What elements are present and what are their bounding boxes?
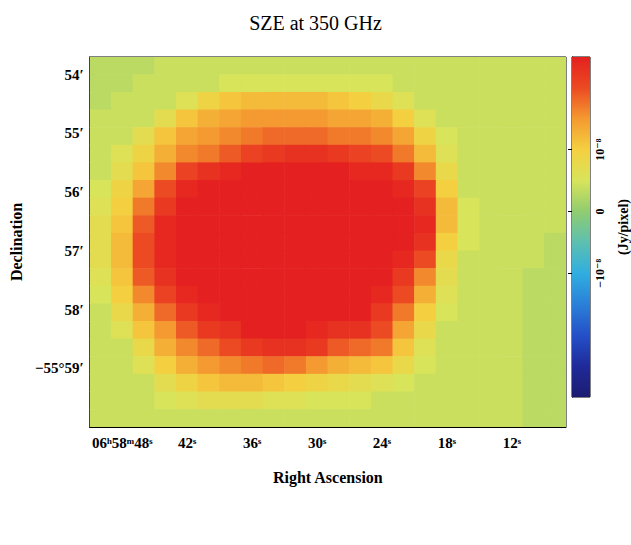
svg-text:Right Ascension: Right Ascension xyxy=(273,469,383,487)
svg-text:18ˢ: 18ˢ xyxy=(438,435,457,451)
svg-text:SZE at 350 GHz: SZE at 350 GHz xyxy=(249,12,382,34)
svg-text:Declination: Declination xyxy=(8,203,25,281)
svg-text:24ˢ: 24ˢ xyxy=(373,435,392,451)
svg-text:0: 0 xyxy=(593,209,607,215)
svg-text:12ˢ: 12ˢ xyxy=(503,435,522,451)
svg-text:10⁻⁸: 10⁻⁸ xyxy=(593,138,607,160)
svg-text:57′: 57′ xyxy=(64,243,83,259)
svg-text:−10⁻⁸: −10⁻⁸ xyxy=(593,259,607,288)
svg-text:30ˢ: 30ˢ xyxy=(308,435,327,451)
svg-text:54′: 54′ xyxy=(64,67,83,83)
svg-text:36ˢ: 36ˢ xyxy=(243,435,262,451)
svg-text:−55°59′: −55°59′ xyxy=(35,360,84,376)
svg-text:(Jy/pixel): (Jy/pixel) xyxy=(616,199,631,255)
svg-text:55′: 55′ xyxy=(64,125,83,141)
svg-text:56′: 56′ xyxy=(64,184,83,200)
svg-text:42ˢ: 42ˢ xyxy=(178,435,197,451)
svg-text:06ʰ58ᵐ48ˢ: 06ʰ58ᵐ48ˢ xyxy=(92,435,153,451)
svg-text:58′: 58′ xyxy=(64,302,83,318)
